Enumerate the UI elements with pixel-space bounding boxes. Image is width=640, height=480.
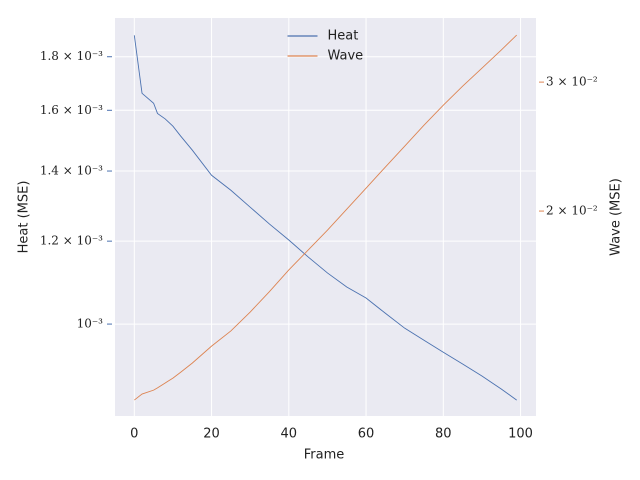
y-tick-label: 1.6 × 10⁻³: [40, 103, 103, 117]
x-axis-label: Frame: [304, 448, 345, 463]
y-axis-label: Heat (MSE): [17, 181, 32, 254]
x-tick-label: 20: [203, 427, 220, 442]
legend: Heat Wave: [287, 29, 364, 64]
line-heat: [133, 35, 517, 401]
plot-area: [115, 18, 536, 416]
y-tick-label: 10⁻³: [77, 317, 104, 331]
x-tick-label: 0: [130, 427, 138, 442]
line-wave: [134, 34, 518, 401]
legend-label: Wave: [328, 49, 364, 64]
y-tick-label: 1.2 × 10⁻³: [40, 234, 103, 248]
grid: [115, 18, 536, 416]
y2-tick-label: 3 × 10⁻²: [546, 75, 598, 89]
legend-label: Heat: [328, 29, 359, 44]
x-tick-label: 100: [508, 427, 533, 442]
lines: [133, 34, 518, 401]
y2-axis-label: Wave (MSE): [609, 178, 624, 256]
y-tick-label: 1.8 × 10⁻³: [40, 49, 103, 63]
x-tick-label: 40: [281, 427, 298, 442]
x-tick-label: 60: [358, 427, 375, 442]
y-tick-label: 1.4 × 10⁻³: [40, 164, 103, 178]
x-tick-label: 80: [435, 427, 452, 442]
y2-tick-label: 2 × 10⁻²: [546, 204, 598, 218]
